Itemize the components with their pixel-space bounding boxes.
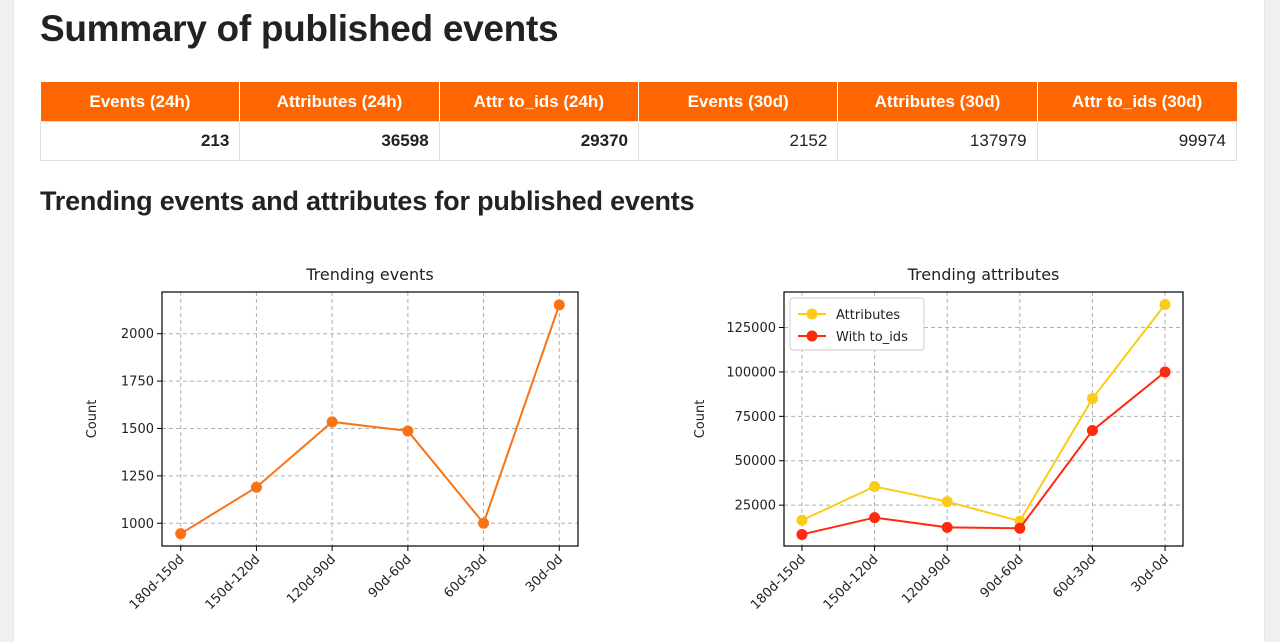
trending-attributes-chart: Trending attributes Count 25000 50000 75000 1… bbox=[693, 265, 1184, 613]
x-tick-label: 30d-0d bbox=[1129, 552, 1172, 595]
x-tick-label: 90d-60d bbox=[978, 552, 1027, 601]
y-tick-label: 50000 bbox=[735, 454, 776, 469]
data-point bbox=[796, 514, 808, 526]
header-attr-to-ids-24h: Attr to_ids (24h) bbox=[439, 82, 639, 122]
y-axis-label: Count bbox=[693, 400, 708, 439]
data-point bbox=[1014, 522, 1026, 534]
value-attr-to-ids-30d: 99974 bbox=[1036, 121, 1238, 161]
header-attributes-30d: Attributes (30d) bbox=[837, 82, 1038, 122]
series-line-2 bbox=[801, 371, 1166, 536]
x-tick-label: 60d-30d bbox=[1050, 552, 1099, 601]
summary-header-row: Events (24h) Attributes (24h) Attr to_id… bbox=[40, 82, 1237, 122]
legend-swatch-marker bbox=[806, 308, 818, 320]
legend-swatch-marker bbox=[806, 330, 818, 342]
y-tick-label: 1250 bbox=[121, 469, 154, 484]
data-point bbox=[869, 480, 881, 492]
data-point bbox=[553, 299, 565, 311]
header-attributes-24h: Attributes (24h) bbox=[239, 82, 440, 122]
data-point bbox=[1159, 366, 1171, 378]
y-tick-label: 1500 bbox=[121, 422, 154, 437]
y-tick-label: 125000 bbox=[726, 321, 776, 336]
x-tick-label: 120d-90d bbox=[284, 552, 339, 607]
x-tick-label: 180d-150d bbox=[748, 552, 809, 613]
value-attributes-24h: 36598 bbox=[239, 121, 440, 161]
series-line-1 bbox=[801, 303, 1166, 523]
data-point bbox=[326, 416, 338, 428]
x-tick-label: 150d-120d bbox=[203, 552, 264, 613]
y-tick-label: 2000 bbox=[121, 327, 154, 342]
data-point bbox=[869, 512, 881, 524]
y-axis-label: Count bbox=[85, 400, 100, 439]
header-attr-to-ids-30d: Attr to_ids (30d) bbox=[1037, 82, 1237, 122]
value-events-24h: 213 bbox=[39, 121, 241, 161]
plot-frame bbox=[161, 291, 579, 547]
y-tick-label: 100000 bbox=[726, 365, 776, 380]
plot-frame bbox=[783, 291, 1184, 547]
header-events-30d: Events (30d) bbox=[638, 82, 839, 122]
y-tick-label: 1000 bbox=[121, 517, 154, 532]
summary-table: Events (24h) Attributes (24h) Attr to_id… bbox=[39, 82, 1238, 161]
legend-label: With to_ids bbox=[836, 330, 908, 345]
data-point bbox=[796, 528, 808, 540]
chart-title: Trending attributes bbox=[907, 265, 1060, 284]
x-tick-label: 60d-30d bbox=[441, 552, 490, 601]
y-tick-label: 75000 bbox=[735, 410, 776, 425]
data-point bbox=[1159, 298, 1171, 310]
data-point bbox=[1086, 393, 1098, 405]
x-tick-label: 90d-60d bbox=[366, 552, 415, 601]
data-point bbox=[250, 481, 262, 493]
x-tick-label: 30d-0d bbox=[523, 552, 566, 595]
data-point bbox=[941, 521, 953, 533]
summary-card: Summary of published events Events (24h)… bbox=[14, 0, 1264, 642]
summary-value-row: 213 36598 29370 2152 137979 99974 bbox=[39, 121, 1238, 161]
chart-title: Trending events bbox=[305, 265, 434, 284]
series-line-1 bbox=[180, 304, 561, 535]
y-tick-label: 1750 bbox=[121, 375, 154, 390]
data-point bbox=[941, 496, 953, 508]
value-attr-to-ids-24h: 29370 bbox=[438, 121, 639, 161]
trending-events-chart: Trending events Count 1000 1250 1500 1750 2000… bbox=[85, 265, 579, 613]
trend-heading: Trending events and attributes for publi… bbox=[40, 186, 695, 216]
data-point bbox=[402, 425, 414, 437]
data-point bbox=[175, 528, 187, 540]
y-tick-label: 25000 bbox=[735, 499, 776, 514]
data-point bbox=[478, 517, 490, 529]
page-title: Summary of published events bbox=[40, 8, 559, 49]
header-events-24h: Events (24h) bbox=[40, 82, 241, 122]
value-attributes-30d: 137979 bbox=[837, 121, 1038, 161]
x-tick-label: 150d-120d bbox=[821, 552, 882, 613]
x-tick-label: 120d-90d bbox=[899, 552, 954, 607]
x-tick-label: 180d-150d bbox=[127, 552, 188, 613]
value-events-30d: 2152 bbox=[637, 121, 839, 161]
data-point bbox=[1086, 425, 1098, 437]
legend-label: Attributes bbox=[836, 308, 900, 323]
